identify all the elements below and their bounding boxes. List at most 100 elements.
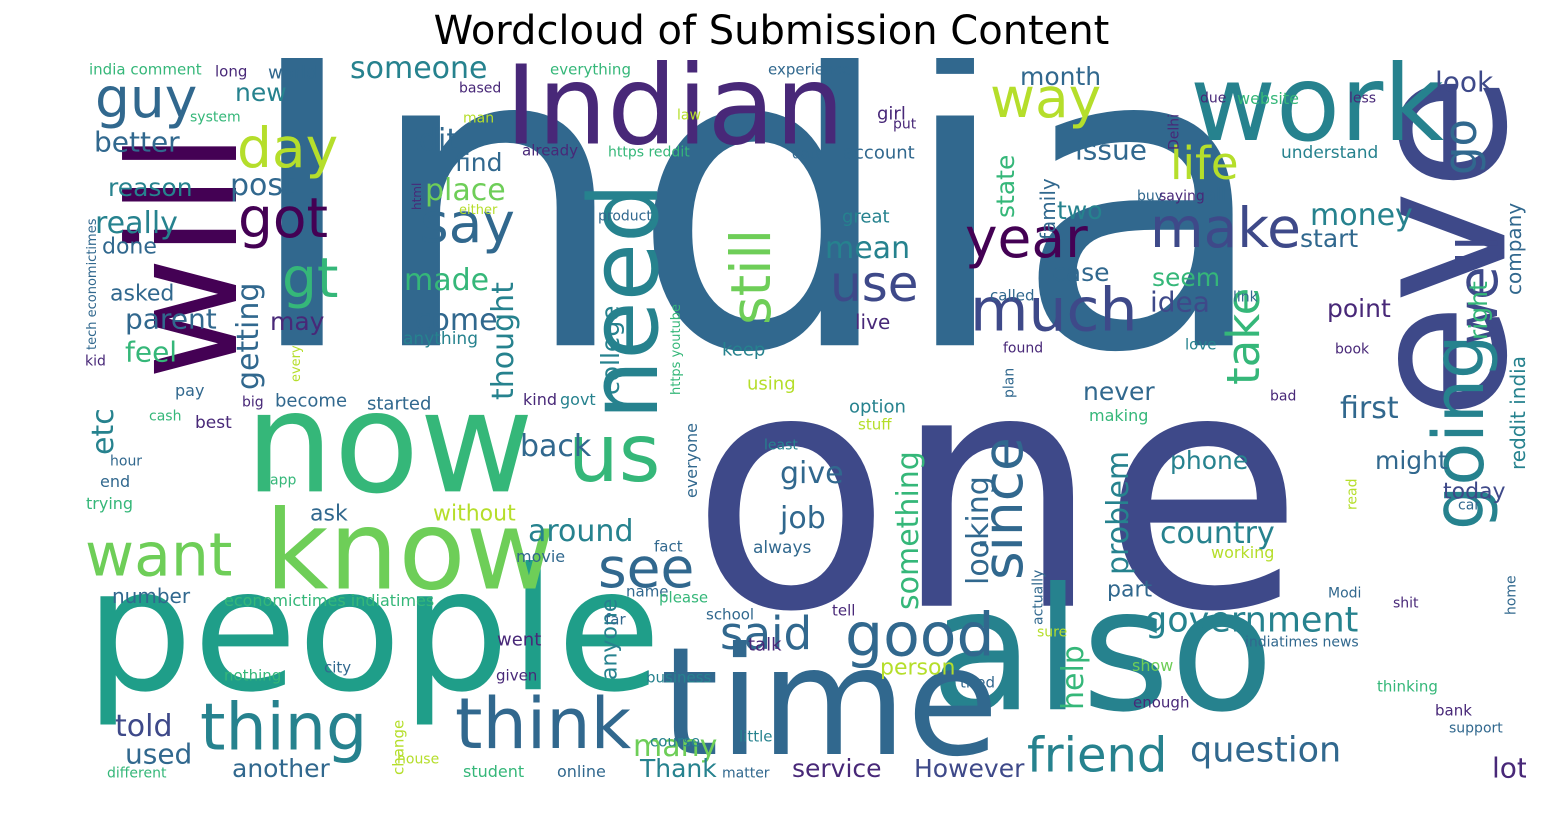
word-enough: enough <box>1133 693 1189 711</box>
word-name: name <box>626 582 669 600</box>
word-country: country <box>1160 516 1275 551</box>
word-family: family <box>1036 178 1060 240</box>
word-world: world <box>268 63 318 84</box>
word-someone: someone <box>350 58 488 86</box>
word-say: say <box>420 191 515 255</box>
word-feel: feel <box>125 335 177 368</box>
word-sure: sure <box>1037 625 1067 641</box>
word-back: back <box>520 429 592 464</box>
word-cash: cash <box>149 409 181 425</box>
word-thinking: thinking <box>1377 677 1438 695</box>
word-friend: friend <box>1027 727 1167 783</box>
word-reason: reason <box>108 173 193 202</box>
word-everyone: everyone <box>682 423 701 498</box>
word-problem: problem <box>1101 451 1136 575</box>
word-work: work <box>1190 58 1444 165</box>
word-need: need <box>570 183 680 420</box>
word-also: also <box>930 552 1274 750</box>
word-year: year <box>965 206 1088 270</box>
word-buy: buy <box>1137 189 1163 205</box>
word-better: better <box>94 125 180 158</box>
word-state: state <box>991 155 1020 218</box>
word-something: something <box>891 451 926 610</box>
word-make: make <box>1150 196 1301 260</box>
word-either: either <box>459 203 498 218</box>
word-read: read <box>1345 478 1361 510</box>
word-told: told <box>115 709 173 744</box>
word-pay: pay <box>175 381 204 400</box>
word-thing: thing <box>200 690 367 765</box>
word-think: think <box>455 683 632 765</box>
word-person: person <box>880 656 955 681</box>
word-issue: issue <box>1075 133 1147 166</box>
word-come: come <box>415 303 498 338</box>
word-around: around <box>528 514 633 549</box>
word-love: love <box>1185 335 1216 353</box>
word-little: little <box>739 727 773 745</box>
word-lot: lot <box>1492 751 1526 784</box>
word-reddit-india: reddit india <box>1506 356 1526 470</box>
word-use: use <box>830 255 919 313</box>
word-us: us <box>568 407 660 500</box>
word-understand: understand <box>1281 143 1378 163</box>
word-everything: everything <box>550 60 631 78</box>
word-take: take <box>1217 288 1270 385</box>
word-thought: thought <box>486 282 521 400</box>
word-account: account <box>843 143 915 164</box>
word-business: business <box>646 668 712 686</box>
word-law: law <box>677 108 701 124</box>
word-keep: keep <box>722 340 765 361</box>
word-right: right <box>1464 281 1493 340</box>
word-less: less <box>1349 91 1376 107</box>
word-college: college <box>596 305 625 395</box>
word-modi: Modi <box>1328 586 1361 602</box>
word-school: school <box>706 605 754 623</box>
word-https-youtube: https youtube <box>669 304 684 395</box>
word-trying: trying <box>86 494 133 513</box>
word-bank: bank <box>1435 701 1472 719</box>
word-post: post <box>230 168 295 203</box>
word-product: product <box>598 209 652 225</box>
word-good: good <box>845 601 995 671</box>
word-used: used <box>125 737 192 770</box>
word-may: may <box>270 307 325 336</box>
word-delhi: Delhi <box>1167 114 1183 150</box>
word-house: house <box>397 752 439 768</box>
word-shit: shit <box>1393 596 1419 612</box>
word-without: without <box>433 502 516 527</box>
word-really: really <box>95 206 178 241</box>
word-economictimes-indiatimes: economictimes indiatimes <box>224 591 434 610</box>
word-etc: etc <box>86 408 121 455</box>
word-know: know <box>265 487 556 615</box>
word-using: using <box>747 374 796 395</box>
word-indiatimes-news: indiatimes news <box>1245 635 1359 651</box>
word-html: html <box>410 183 424 210</box>
word-great: great <box>842 207 890 228</box>
word-went: went <box>497 630 541 651</box>
word-go: go <box>1434 119 1487 175</box>
word-see: see <box>598 536 694 600</box>
word-student: student <box>463 762 524 781</box>
word-become: become <box>275 391 347 412</box>
word-ask: ask <box>310 502 348 527</box>
word-movie: movie <box>516 547 565 566</box>
word-parent: parent <box>125 302 217 335</box>
word-matter: matter <box>722 766 770 782</box>
word-one: one <box>690 300 1304 684</box>
word-look: look <box>1435 65 1494 98</box>
word-system: system <box>190 110 241 126</box>
word-asked: asked <box>110 282 174 307</box>
word-part: part <box>1107 578 1152 603</box>
word-case: case <box>1052 258 1109 287</box>
word-first: first <box>1340 391 1399 426</box>
word-found: found <box>1003 341 1043 357</box>
word-seem: seem <box>1152 263 1220 292</box>
word-getting: getting <box>231 283 266 390</box>
word-already: already <box>522 141 578 159</box>
word-two: two <box>1057 196 1103 225</box>
word-tech-economictimes: tech economictimes <box>85 218 100 350</box>
word-much: much <box>970 276 1138 346</box>
word-show: show <box>1132 656 1173 675</box>
word-called: called <box>990 286 1035 304</box>
